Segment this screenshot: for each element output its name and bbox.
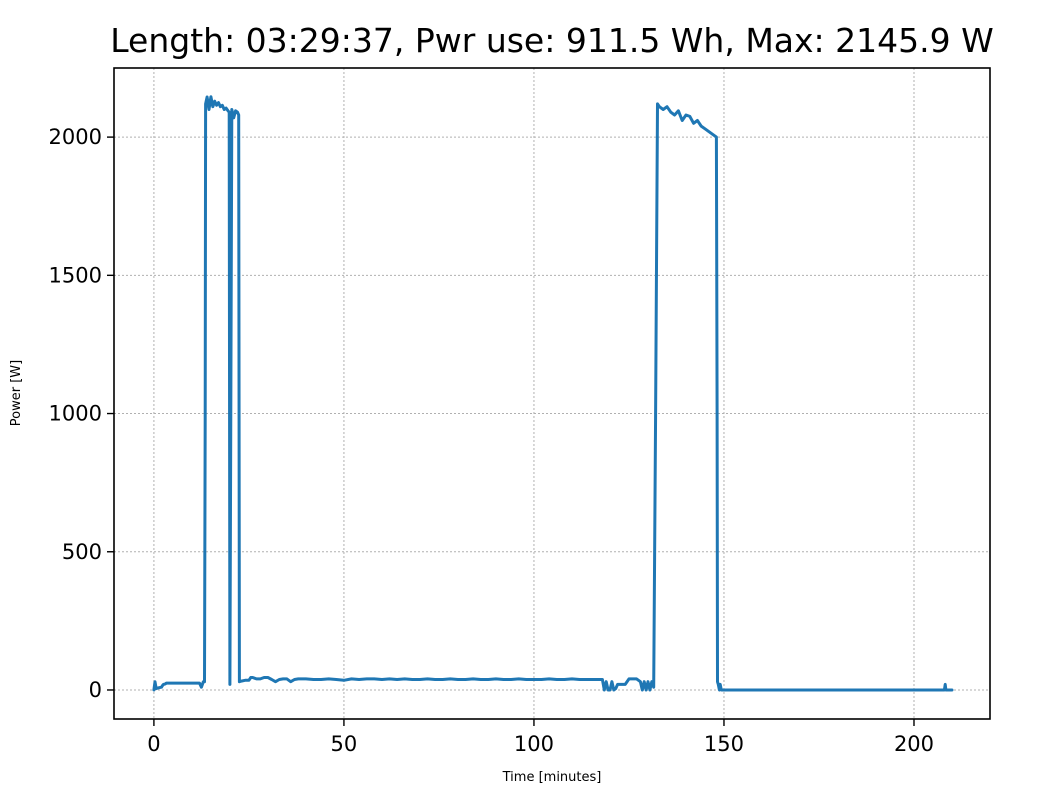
chart-title: Length: 03:29:37, Pwr use: 911.5 Wh, Max… <box>110 21 994 60</box>
x-tick-label: 150 <box>704 732 744 756</box>
plot-frame <box>113 67 991 720</box>
x-axis-label: Time [minutes] <box>502 770 602 785</box>
y-tick-label: 1500 <box>49 263 102 287</box>
y-tick-label: 1000 <box>49 402 102 426</box>
y-tick-label: 500 <box>62 540 102 564</box>
y-axis-label: Power [W] <box>9 360 24 426</box>
grid-layer <box>114 68 990 719</box>
x-tick-label: 50 <box>331 732 358 756</box>
x-tick-label: 0 <box>147 732 160 756</box>
series-layer <box>152 95 954 692</box>
x-tick-label: 200 <box>894 732 934 756</box>
x-tick-label: 100 <box>514 732 554 756</box>
power-series-line <box>152 95 954 692</box>
y-tick-label: 2000 <box>49 125 102 149</box>
y-tick-label: 0 <box>89 678 102 702</box>
